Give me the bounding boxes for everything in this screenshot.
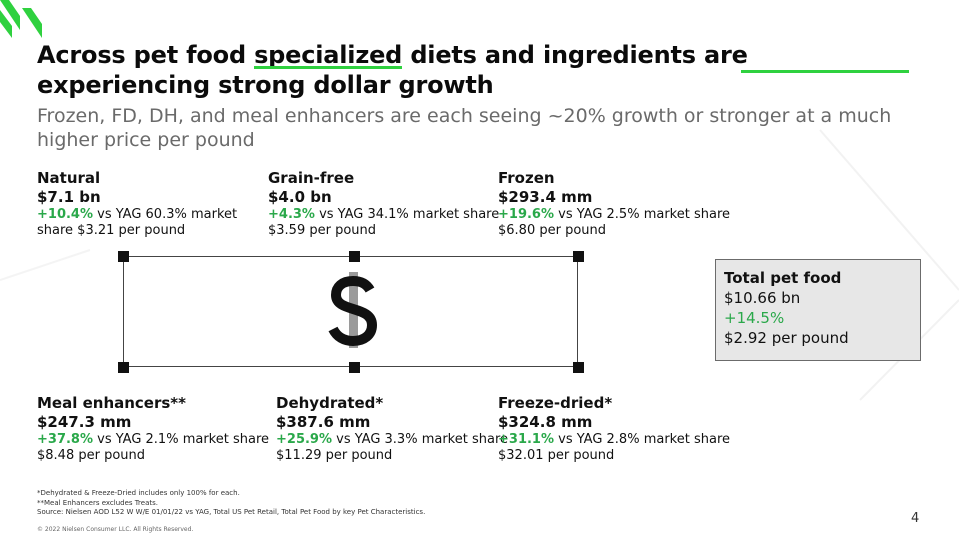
card-detail: vs YAG 3.3% market share $11.29 per poun… bbox=[276, 432, 508, 463]
card-name: Dehydrated* bbox=[276, 394, 384, 412]
card-value: $293.4 mm bbox=[498, 188, 593, 206]
card-detail: vs YAG 60.3% market share $3.21 per poun… bbox=[37, 207, 238, 238]
card-name: Natural bbox=[37, 169, 101, 187]
card-value: $247.3 mm bbox=[37, 413, 132, 431]
card-name: Meal enhancers** bbox=[37, 394, 186, 412]
card-name: Grain-free bbox=[268, 169, 355, 187]
card-description: +37.8% vs YAG 2.1% market share $8.48 pe… bbox=[37, 432, 277, 464]
card-freeze-dried: Freeze-dried* $324.8 mm +31.1% vs YAG 2.… bbox=[498, 394, 738, 464]
card-meal-enhancers: Meal enhancers** $247.3 mm +37.8% vs YAG… bbox=[37, 394, 277, 464]
card-dehydrated: Dehydrated* $387.6 mm +25.9% vs YAG 3.3%… bbox=[276, 394, 516, 464]
card-growth: +31.1% bbox=[498, 432, 554, 447]
copyright: © 2022 Nielsen Consumer LLC. All Rights … bbox=[37, 526, 194, 533]
card-natural: Natural $7.1 bn +10.4% vs YAG 60.3% mark… bbox=[37, 169, 277, 239]
brand-logo-icon bbox=[0, 0, 42, 38]
card-description: +4.3% vs YAG 34.1% market share $3.59 pe… bbox=[268, 207, 508, 239]
total-growth: +14.5% bbox=[724, 309, 785, 327]
card-description: +25.9% vs YAG 3.3% market share $11.29 p… bbox=[276, 432, 516, 464]
card-growth: +37.8% bbox=[37, 432, 93, 447]
page-subtitle: Frozen, FD, DH, and meal enhancers are e… bbox=[37, 105, 892, 151]
card-name: Freeze-dried* bbox=[498, 394, 613, 412]
card-growth: +10.4% bbox=[37, 207, 93, 222]
card-value: $4.0 bn bbox=[268, 188, 332, 206]
card-description: +31.1% vs YAG 2.8% market share $32.01 p… bbox=[498, 432, 738, 464]
title-line1-end: diets and ingredients are bbox=[402, 41, 748, 69]
total-label: Total pet food bbox=[724, 269, 842, 287]
card-growth: +19.6% bbox=[498, 207, 554, 222]
resize-handle-bottom-middle[interactable] bbox=[349, 362, 360, 373]
total-pet-food-box: Total pet food $10.66 bn +14.5% $2.92 pe… bbox=[715, 259, 921, 361]
card-growth: +4.3% bbox=[268, 207, 315, 222]
resize-handle-top-middle[interactable] bbox=[349, 251, 360, 262]
card-name: Frozen bbox=[498, 169, 555, 187]
page-number: 4 bbox=[911, 511, 920, 526]
card-grain-free: Grain-free $4.0 bn +4.3% vs YAG 34.1% ma… bbox=[268, 169, 508, 239]
card-detail: vs YAG 2.1% market share $8.48 per pound bbox=[37, 432, 269, 463]
card-frozen: Frozen $293.4 mm +19.6% vs YAG 2.5% mark… bbox=[498, 169, 738, 239]
resize-handle-bottom-left[interactable] bbox=[118, 362, 129, 373]
card-value: $387.6 mm bbox=[276, 413, 371, 431]
footnote-2: **Meal Enhancers excludes Treats. bbox=[37, 499, 158, 507]
footnote-1: *Dehydrated & Freeze-Dried includes only… bbox=[37, 489, 240, 497]
card-description: +19.6% vs YAG 2.5% market share $6.80 pe… bbox=[498, 207, 738, 239]
page-title: Across pet food specialized diets and in… bbox=[37, 40, 927, 100]
resize-handle-top-right[interactable] bbox=[573, 251, 584, 262]
card-detail: vs YAG 2.8% market share $32.01 per poun… bbox=[498, 432, 730, 463]
title-highlight-word: specialized bbox=[254, 41, 403, 69]
card-description: +10.4% vs YAG 60.3% market share $3.21 p… bbox=[37, 207, 277, 239]
card-value: $7.1 bn bbox=[37, 188, 101, 206]
resize-handle-top-left[interactable] bbox=[118, 251, 129, 262]
accent-underline bbox=[741, 70, 909, 73]
card-growth: +25.9% bbox=[276, 432, 332, 447]
card-detail: vs YAG 34.1% market share $3.59 per poun… bbox=[268, 207, 500, 238]
source-note: Source: Nielsen AOD L52 W W/E 01/01/22 v… bbox=[37, 508, 426, 516]
title-line1-start: Across pet food bbox=[37, 41, 255, 69]
total-price: $2.92 per pound bbox=[724, 329, 849, 347]
resize-handle-bottom-right[interactable] bbox=[573, 362, 584, 373]
card-value: $324.8 mm bbox=[498, 413, 593, 431]
total-value: $10.66 bn bbox=[724, 289, 801, 307]
dollar-sign-icon bbox=[328, 272, 378, 348]
card-detail: vs YAG 2.5% market share $6.80 per pound bbox=[498, 207, 730, 238]
title-line2: experiencing strong dollar growth bbox=[37, 71, 494, 99]
